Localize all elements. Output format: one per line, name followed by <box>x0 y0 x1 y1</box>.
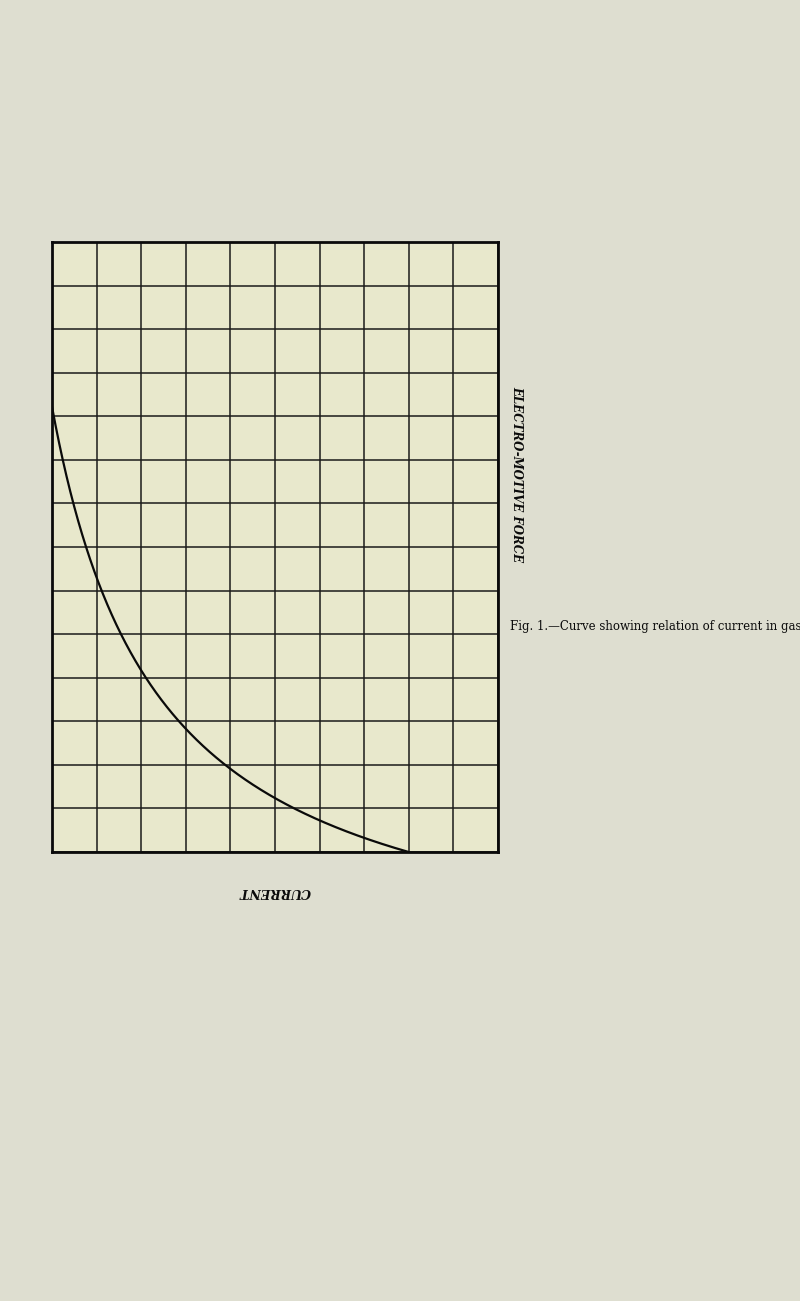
Text: ELECTRO-MOTIVE FORCE: ELECTRO-MOTIVE FORCE <box>510 385 523 562</box>
Text: CURRENT: CURRENT <box>239 885 311 898</box>
Text: Fig. 1.—Curve showing relation of current in gases to E.M.F.: Fig. 1.—Curve showing relation of curren… <box>510 621 800 634</box>
